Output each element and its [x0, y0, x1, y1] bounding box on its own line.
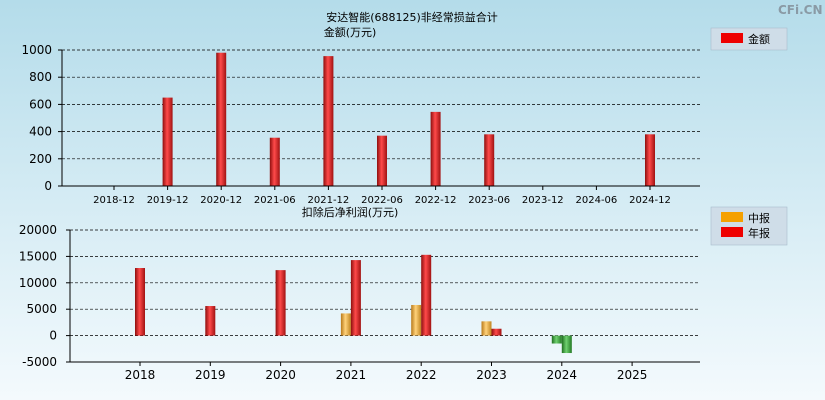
bottom-y-tick-label: 20000 — [19, 223, 57, 237]
top-x-tick-label: 2024-06 — [576, 195, 618, 206]
top-chart-y-axis: 0 200 400 600 800 1000 — [21, 43, 62, 193]
top-x-tick-label: 2021-06 — [254, 195, 296, 206]
bottom-chart-y-axis: -5000 0 5000 10000 15000 20000 — [19, 223, 70, 369]
top-bar-2019-12 — [162, 97, 173, 186]
top-legend: 金额 — [710, 27, 788, 51]
legend-swatch-annual — [721, 227, 743, 237]
chart-title: 安达智能(688125)非经常损益合计 — [326, 10, 498, 24]
bottom-bar-annual-2019 — [205, 306, 216, 336]
bottom-bar-interim-2023 — [481, 321, 492, 336]
top-bar-2022-12 — [430, 111, 441, 186]
top-y-tick-label: 400 — [29, 125, 52, 139]
top-x-tick-label: 2024-12 — [629, 195, 671, 206]
top-x-tick-label: 2021-12 — [308, 195, 350, 206]
bottom-chart-x-axis: 2018 2019 2020 2021 2022 2023 2024 2025 — [125, 362, 648, 382]
bottom-x-tick-label: 2022 — [406, 368, 437, 382]
legend-swatch-interim — [721, 212, 743, 222]
bottom-bar-annual-2022 — [421, 254, 432, 336]
bottom-bar-annual-2023 — [491, 328, 502, 336]
bottom-y-tick-label: 0 — [49, 329, 57, 343]
top-chart-bars — [162, 52, 655, 187]
top-chart-ylabel: 金额(万元) — [324, 25, 377, 39]
bottom-bar-annual-2021 — [350, 260, 361, 336]
bottom-y-tick-label: 5000 — [26, 302, 57, 316]
bottom-bar-annual-2020 — [275, 270, 286, 336]
top-y-tick-label: 200 — [29, 152, 52, 166]
legend-label-annual: 年报 — [748, 226, 770, 240]
bottom-bar-interim-2022 — [411, 304, 422, 336]
bottom-bar-interim-2024 — [551, 335, 562, 344]
top-x-tick-label: 2022-12 — [415, 195, 457, 206]
top-x-tick-label: 2023-12 — [522, 195, 564, 206]
top-y-tick-label: 600 — [29, 97, 52, 111]
top-x-tick-label: 2023-06 — [468, 195, 510, 206]
legend-swatch-amount — [721, 33, 743, 43]
top-bar-2023-06 — [484, 134, 495, 186]
top-x-tick-label: 2019-12 — [147, 195, 189, 206]
top-y-tick-label: 1000 — [21, 43, 52, 57]
bottom-bar-annual-2024 — [561, 335, 572, 354]
bottom-x-tick-label: 2021 — [336, 368, 367, 382]
legend-label-amount: 金额 — [748, 32, 770, 46]
bottom-y-tick-label: 10000 — [19, 276, 57, 290]
bottom-chart-title: 扣除后净利润(万元) — [302, 205, 399, 219]
bottom-y-tick-label: 15000 — [19, 249, 57, 263]
bottom-chart-grid — [70, 229, 700, 336]
bottom-legend: 中报 年报 — [710, 206, 788, 246]
bottom-x-tick-label: 2020 — [265, 368, 296, 382]
top-y-tick-label: 800 — [29, 70, 52, 84]
bottom-x-tick-label: 2025 — [617, 368, 648, 382]
bottom-y-tick-label: -5000 — [22, 355, 57, 369]
bottom-x-tick-label: 2024 — [547, 368, 578, 382]
bottom-x-tick-label: 2019 — [195, 368, 226, 382]
top-bar-2021-06 — [269, 137, 280, 186]
top-bar-2024-12 — [645, 134, 655, 186]
top-bar-2021-12 — [323, 56, 334, 187]
watermark-logo: CFi.CN — [778, 3, 823, 17]
top-bar-2020-12 — [216, 52, 227, 186]
bottom-chart-bars — [135, 254, 572, 354]
top-x-tick-label: 2020-12 — [200, 195, 242, 206]
bottom-x-tick-label: 2023 — [476, 368, 507, 382]
top-chart-x-axis: 2018-12 2019-12 2020-12 2021-06 2021-12 2022-… — [93, 186, 671, 206]
top-x-tick-label: 2022-06 — [361, 195, 403, 206]
top-bar-2022-06 — [377, 135, 387, 186]
bottom-x-tick-label: 2018 — [125, 368, 156, 382]
top-x-tick-label: 2018-12 — [93, 195, 135, 206]
bottom-bar-annual-2018 — [135, 268, 145, 336]
bottom-bar-interim-2021 — [340, 313, 351, 336]
legend-label-interim: 中报 — [748, 211, 770, 225]
top-y-tick-label: 0 — [44, 179, 52, 193]
